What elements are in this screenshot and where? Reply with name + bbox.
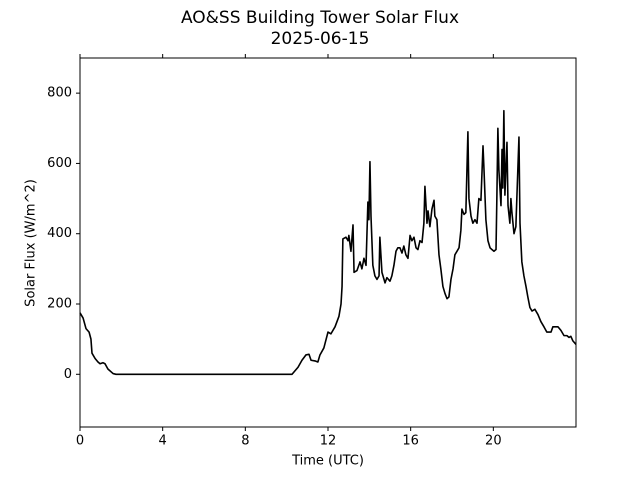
y-tick-label: 800 bbox=[47, 86, 72, 101]
y-tick-label: 200 bbox=[47, 297, 72, 312]
y-tick-label: 0 bbox=[64, 367, 72, 382]
y-axis-label: Solar Flux (W/m^2) bbox=[24, 179, 39, 307]
data-line bbox=[79, 109, 577, 376]
x-tick-label: 16 bbox=[402, 434, 419, 449]
x-tick-label: 12 bbox=[320, 434, 337, 449]
x-axis-label: Time (UTC) bbox=[291, 454, 364, 469]
x-tick-label: 0 bbox=[76, 434, 84, 449]
chart-title: AO&SS Building Tower Solar Flux bbox=[181, 8, 459, 28]
x-tick-label: 8 bbox=[241, 434, 249, 449]
x-tick-label: 4 bbox=[159, 434, 167, 449]
x-tick-label: 20 bbox=[485, 434, 502, 449]
plot-frame bbox=[79, 57, 577, 428]
y-tick-label: 600 bbox=[47, 156, 72, 171]
chart-subtitle: 2025-06-15 bbox=[271, 29, 370, 49]
y-tick-label: 400 bbox=[47, 226, 72, 241]
